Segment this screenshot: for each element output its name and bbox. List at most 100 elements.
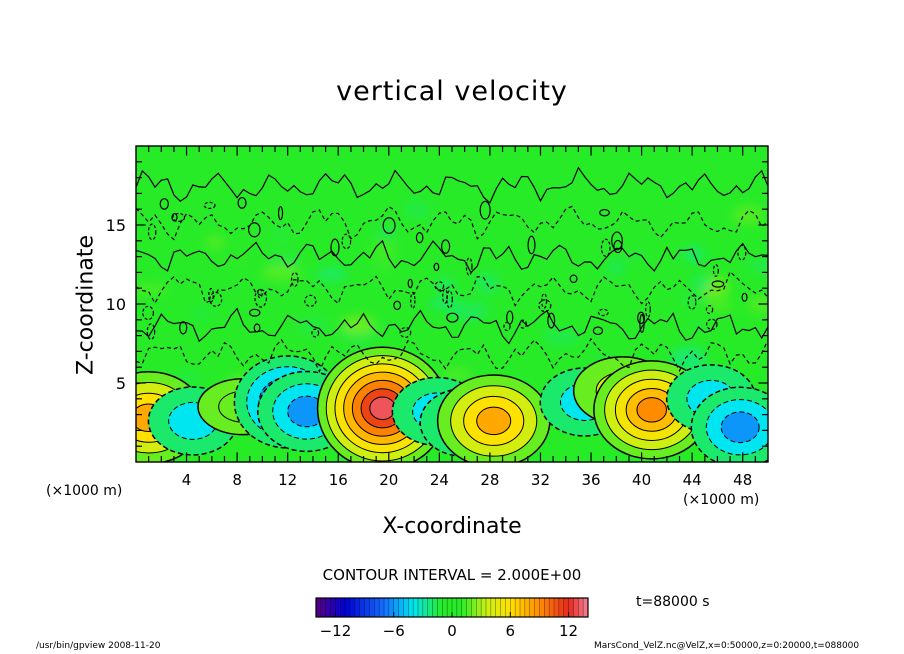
- texture-patch: [687, 321, 707, 330]
- contour-line: [446, 290, 453, 309]
- x-tick-label: 36: [581, 471, 600, 489]
- contour-line: [254, 288, 268, 308]
- texture-patch: [606, 259, 625, 275]
- contour-line: [341, 233, 352, 250]
- x-tick-label: 24: [430, 471, 449, 489]
- colorbar-segment: [325, 598, 331, 617]
- texture-patch: [262, 264, 301, 279]
- x-tick-label: 44: [683, 471, 702, 489]
- contour-line: [569, 274, 578, 284]
- colorbar-tick-label: −6: [383, 622, 405, 640]
- texture-patch: [176, 321, 208, 345]
- y-tick-label: 5: [116, 374, 126, 393]
- contour-line: [442, 288, 448, 304]
- colorbar-segment: [500, 598, 506, 617]
- x-unit-label-right: (×1000 m): [683, 492, 760, 508]
- contour-line: [611, 231, 623, 251]
- footer-data-source: MarsCond_VelZ.nc@VelZ,x=0:50000,z=0:2000…: [594, 641, 860, 651]
- x-tick-label: 32: [531, 471, 550, 489]
- colorbar-segment: [359, 598, 365, 617]
- colorbar-segment: [495, 598, 501, 617]
- texture-patch: [375, 226, 397, 241]
- contour-line: [136, 307, 768, 345]
- colorbar-segment: [418, 598, 424, 617]
- cell-band: [636, 397, 667, 423]
- contour-line: [720, 411, 760, 444]
- colorbar-segment: [466, 598, 472, 617]
- convective-cells: [136, 346, 768, 462]
- cell-band: [721, 411, 760, 443]
- colorbar-segment: [432, 598, 438, 617]
- contour-line: [136, 270, 768, 307]
- colorbar-tick-label: 12: [559, 622, 578, 640]
- contour-line: [613, 239, 623, 254]
- colorbar-segment: [529, 598, 535, 617]
- colorbar-segment: [549, 598, 555, 617]
- colorbar-segment: [447, 598, 453, 617]
- contour-line: [410, 291, 416, 310]
- contour-line: [393, 300, 402, 311]
- contour-line: [538, 299, 552, 313]
- colorbar: −12 −6 0 6 12: [315, 597, 589, 640]
- texture-patch: [532, 329, 548, 352]
- x-tick-label: 20: [379, 471, 398, 489]
- texture-patch: [476, 272, 500, 294]
- texture-patch: [692, 275, 710, 292]
- colorbar-segment: [476, 598, 482, 617]
- contour-line: [159, 198, 169, 210]
- texture-patch: [731, 206, 765, 225]
- colorbar-segment: [510, 598, 516, 617]
- texture-patch: [201, 247, 241, 260]
- colorbar-segment: [515, 598, 521, 617]
- texture-patch: [451, 301, 489, 321]
- colorbar-segment: [403, 598, 409, 617]
- colorbar-segment: [427, 598, 433, 617]
- texture-patch: [499, 261, 514, 270]
- contour-line: [705, 399, 768, 456]
- contour-line: [208, 288, 214, 303]
- texture-patch: [726, 321, 753, 337]
- contour-line: [237, 196, 247, 209]
- colorbar-segment: [544, 598, 550, 617]
- colorbar-segment: [490, 598, 497, 617]
- y-tick-label: 15: [106, 216, 126, 235]
- contour-line: [446, 312, 459, 323]
- contour-line: [600, 238, 611, 257]
- texture-patch: [274, 228, 288, 239]
- texture-patch: [746, 260, 768, 272]
- colorbar-segment: [316, 598, 322, 617]
- contour-line: [179, 321, 188, 335]
- contour-line: [479, 200, 491, 220]
- texture-patch: [501, 296, 530, 319]
- texture-patch: [190, 309, 214, 319]
- colorbar-segment: [354, 598, 361, 617]
- colorbar-segment: [471, 598, 477, 617]
- x-axis-label: X-coordinate: [382, 514, 522, 539]
- contour-interval-label: CONTOUR INTERVAL = 2.000E+00: [322, 566, 582, 584]
- colorbar-segment: [558, 598, 565, 617]
- x-tick-label: 40: [632, 471, 651, 489]
- y-tick-label: 10: [106, 295, 126, 314]
- contour-line: [636, 397, 667, 423]
- texture-patch: [670, 347, 707, 372]
- colorbar-tick-label: 0: [447, 622, 457, 640]
- contour-line: [290, 271, 299, 287]
- colorbar-segment: [554, 598, 560, 617]
- contour-line: [407, 278, 413, 289]
- footer-program-date: /usr/bin/gpview 2008-11-20: [36, 641, 161, 651]
- contour-line: [209, 291, 223, 307]
- colorbar-segment: [345, 598, 351, 617]
- contour-line: [687, 294, 697, 310]
- contour-line: [172, 212, 186, 223]
- contour-line: [203, 201, 216, 210]
- contour-line: [415, 231, 424, 244]
- colorbar-segment: [486, 598, 492, 617]
- plot-area: [136, 146, 768, 462]
- field-layer: [136, 146, 768, 462]
- contour-line: [311, 328, 320, 338]
- texture-patch: [256, 279, 269, 303]
- upper-contour-lines: [136, 166, 768, 373]
- colorbar-segment: [583, 598, 589, 617]
- contour-line: [146, 323, 156, 340]
- contour-line: [399, 327, 412, 338]
